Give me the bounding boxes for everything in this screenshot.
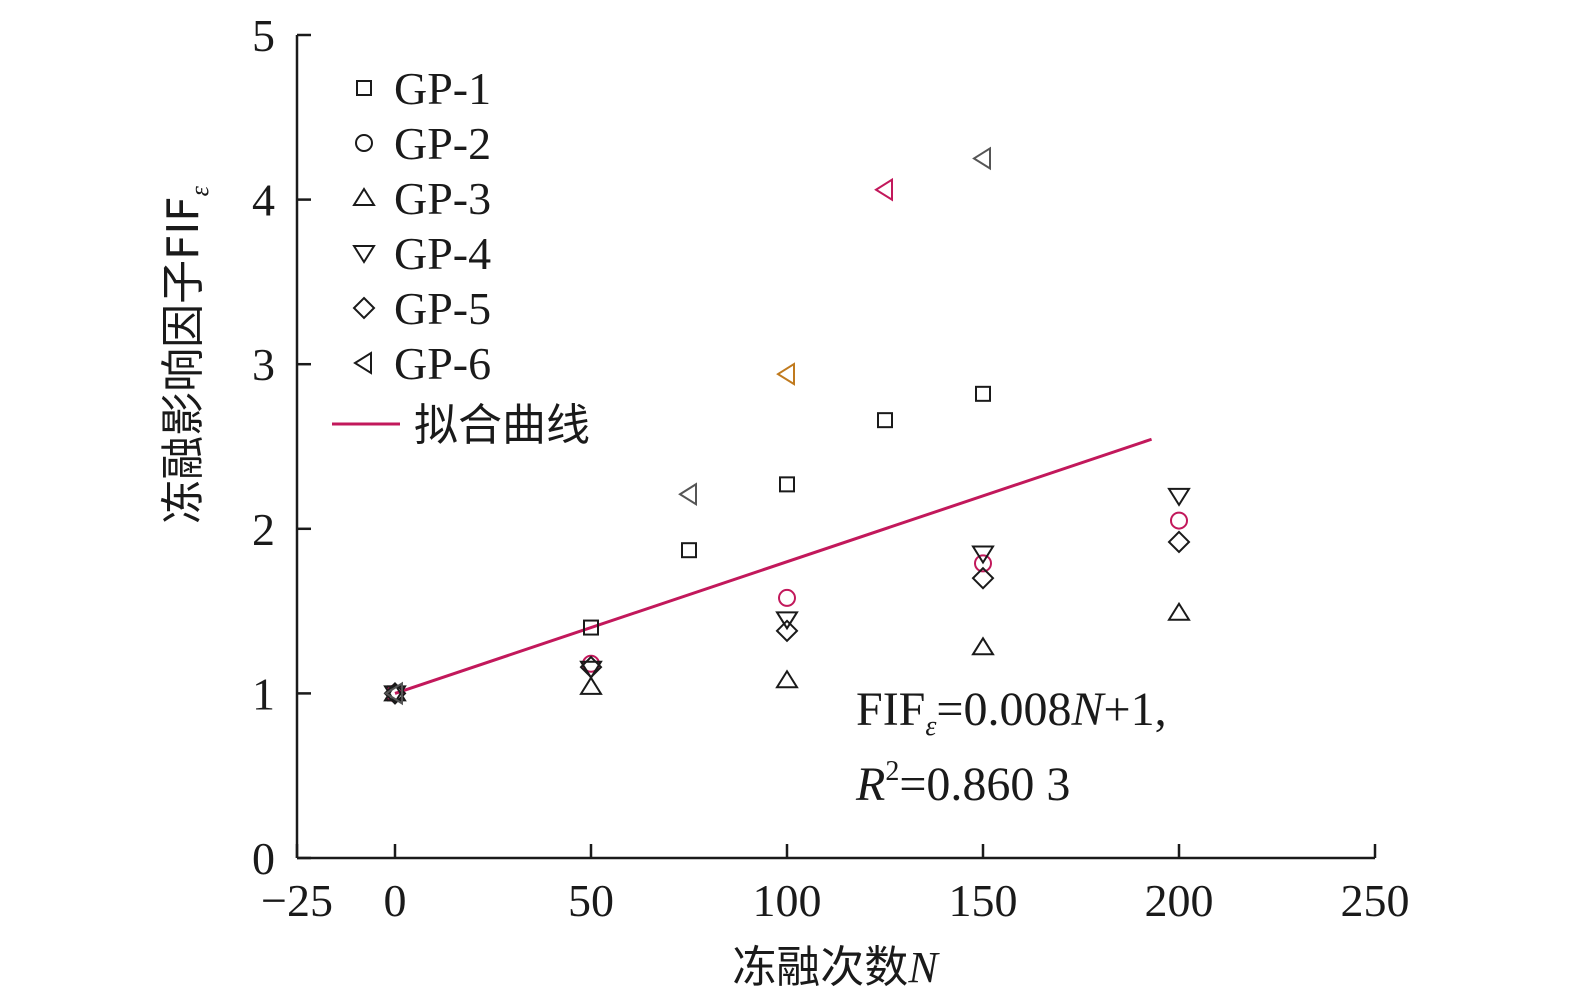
data-point bbox=[384, 681, 403, 706]
data-point bbox=[383, 682, 407, 702]
x-tick-label: −25 bbox=[261, 875, 333, 926]
series-gp-3 bbox=[383, 601, 1191, 702]
data-point bbox=[877, 412, 893, 429]
r2-value: =0.860 3 bbox=[899, 758, 1070, 811]
eq-sub: ε bbox=[925, 711, 936, 742]
data-point bbox=[1167, 530, 1191, 554]
data-point bbox=[1167, 487, 1191, 507]
data-point bbox=[383, 685, 407, 705]
data-point bbox=[974, 554, 992, 573]
data-point bbox=[775, 669, 799, 689]
y-tick-label: 0 bbox=[252, 833, 275, 884]
r2-var: R bbox=[855, 758, 885, 811]
y-axis-title-text: 冻融影响因子FIF bbox=[158, 196, 209, 524]
x-tick-label: 100 bbox=[753, 875, 822, 926]
data-point bbox=[975, 385, 991, 402]
legend-label: GP-5 bbox=[394, 283, 491, 334]
x-tick-label: 50 bbox=[568, 875, 614, 926]
legend-label: GP-3 bbox=[394, 173, 491, 224]
data-point bbox=[971, 545, 995, 565]
data-point bbox=[579, 660, 603, 680]
fit-equation: FIFε=0.008N+1, bbox=[856, 683, 1167, 742]
y-tick-label: 4 bbox=[252, 175, 275, 226]
data-point bbox=[579, 675, 603, 695]
data-point bbox=[971, 636, 995, 656]
data-point bbox=[1167, 601, 1191, 621]
data-point bbox=[972, 146, 991, 171]
data-point bbox=[579, 655, 603, 679]
x-axis-title-var: N bbox=[907, 943, 940, 992]
x-tick-label: 0 bbox=[384, 875, 407, 926]
data-point bbox=[971, 566, 995, 590]
data-point bbox=[775, 619, 799, 643]
legend-fit-label: 拟合曲线 bbox=[414, 400, 590, 451]
eq-suffix: +1, bbox=[1104, 683, 1167, 736]
data-point bbox=[778, 588, 796, 607]
legend-label: GP-4 bbox=[394, 228, 491, 279]
legend-marker-gp-2 bbox=[355, 134, 373, 152]
x-tick-label: 200 bbox=[1145, 875, 1214, 926]
data-point bbox=[583, 619, 599, 636]
legend-marker-gp-3 bbox=[352, 187, 376, 206]
x-axis-title: 冻融次数N bbox=[732, 942, 940, 993]
y-axis-title-sub: ε bbox=[185, 185, 214, 196]
x-tick-label: 250 bbox=[1341, 875, 1410, 926]
legend-marker-gp-4 bbox=[352, 245, 376, 264]
data-point bbox=[874, 177, 893, 202]
data-point bbox=[779, 476, 795, 493]
legend-marker-gp-1 bbox=[356, 80, 372, 96]
y-tick-label: 1 bbox=[252, 668, 275, 719]
legend: GP-1GP-2GP-3GP-4GP-5GP-6 拟合曲线 bbox=[332, 63, 590, 451]
fit-layer bbox=[394, 437, 1153, 695]
points-layer bbox=[383, 146, 1191, 706]
eq-mid: =0.008 bbox=[936, 683, 1071, 736]
series-gp-6 bbox=[384, 146, 991, 706]
legend-label: GP-2 bbox=[394, 118, 491, 169]
y-axis-title: 冻融影响因子FIFε bbox=[158, 185, 214, 524]
series-gp-5 bbox=[383, 530, 1191, 705]
x-axis-title-text: 冻融次数 bbox=[732, 942, 908, 993]
legend-marker-gp-5 bbox=[352, 296, 376, 320]
legend-label: GP-1 bbox=[394, 63, 491, 114]
eq-var: N bbox=[1071, 683, 1107, 736]
r-squared: R2=0.860 3 bbox=[855, 756, 1070, 811]
y-tick-label: 5 bbox=[252, 10, 275, 61]
r2-sup: 2 bbox=[885, 756, 899, 787]
y-tick-label: 3 bbox=[252, 339, 275, 390]
data-point bbox=[678, 482, 697, 507]
series-gp-4 bbox=[383, 487, 1191, 705]
fit-line bbox=[394, 437, 1153, 695]
data-point bbox=[1170, 511, 1188, 530]
data-point bbox=[681, 542, 697, 559]
x-tick-label: 150 bbox=[949, 875, 1018, 926]
legend-label: GP-6 bbox=[394, 338, 491, 389]
eq-prefix: FIF bbox=[856, 683, 925, 736]
y-tick-label: 2 bbox=[252, 504, 275, 555]
data-point bbox=[775, 611, 799, 631]
data-point bbox=[776, 362, 795, 386]
legend-marker-gp-6 bbox=[353, 351, 372, 375]
